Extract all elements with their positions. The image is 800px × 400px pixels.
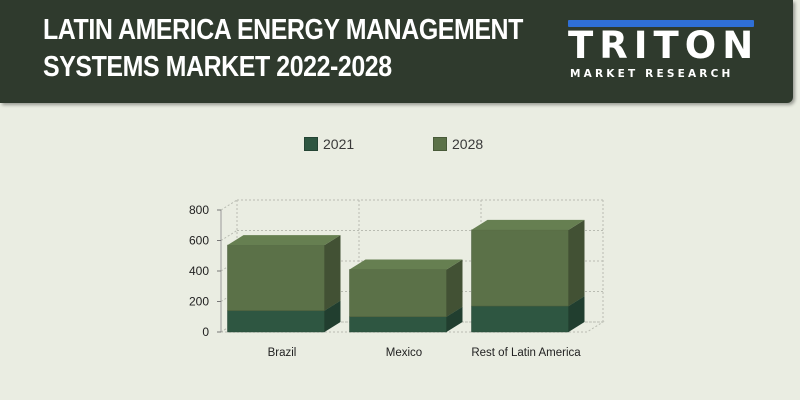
y-tick-label: 800: [189, 203, 209, 217]
grid-line-depth: [220, 230, 238, 241]
bar-2021-brazil-side: [324, 300, 341, 332]
title-line-2: SYSTEMS MARKET 2022-2028: [43, 51, 392, 83]
y-tick-label: 400: [189, 264, 209, 278]
y-tick-label: 200: [189, 295, 209, 309]
logo-accent-bar: [568, 20, 754, 27]
y-tick-label: 600: [189, 234, 209, 248]
logo-wordmark: TRITON: [568, 24, 760, 67]
bar-2028-brazil-top: [227, 235, 341, 246]
grid-line-depth: [220, 199, 238, 211]
bar-2021-rest-of-latin-america-side: [568, 296, 585, 332]
bar-2028-rest-of-latin-america-side: [568, 219, 585, 307]
bar-2028-mexico-side: [446, 259, 463, 317]
bar-2028-rest-of-latin-america-top: [471, 219, 585, 230]
logo-tagline: MARKET RESEARCH: [570, 68, 734, 80]
triton-logo: TRITON MARKET RESEARCH: [568, 20, 758, 84]
bar-2021-brazil-front: [227, 310, 325, 333]
bar-2028-brazil-front: [227, 244, 325, 311]
header-banner: LATIN AMERICA ENERGY MANAGEMENT SYSTEMS …: [0, 0, 793, 103]
legend-label-2021: 2021: [323, 136, 355, 152]
x-category-label: Mexico: [386, 347, 422, 359]
bar-2021-mexico-side: [446, 306, 463, 332]
legend-label-2028: 2028: [452, 136, 484, 152]
bar-2021-rest-of-latin-america-front: [471, 305, 569, 333]
bar-2021-mexico-front: [349, 316, 447, 333]
legend-swatch-2028: [433, 137, 447, 151]
bar-2028-mexico-top: [349, 259, 463, 270]
legend-item-2021: 2021: [304, 136, 354, 152]
bar-2028-brazil-side: [324, 235, 341, 311]
title-line-1: LATIN AMERICA ENERGY MANAGEMENT: [43, 14, 523, 46]
bar-2028-mexico-front: [349, 269, 447, 318]
chart-legend: 2021 2028: [304, 136, 544, 154]
bar-2028-rest-of-latin-america-front: [471, 229, 569, 307]
page-title: LATIN AMERICA ENERGY MANAGEMENT SYSTEMS …: [43, 12, 523, 86]
x-category-label: Brazil: [268, 347, 297, 359]
y-tick-label: 0: [202, 325, 209, 339]
x-category-label: Rest of Latin America: [471, 347, 581, 359]
legend-swatch-2021: [304, 137, 318, 151]
legend-item-2028: 2028: [433, 136, 483, 152]
